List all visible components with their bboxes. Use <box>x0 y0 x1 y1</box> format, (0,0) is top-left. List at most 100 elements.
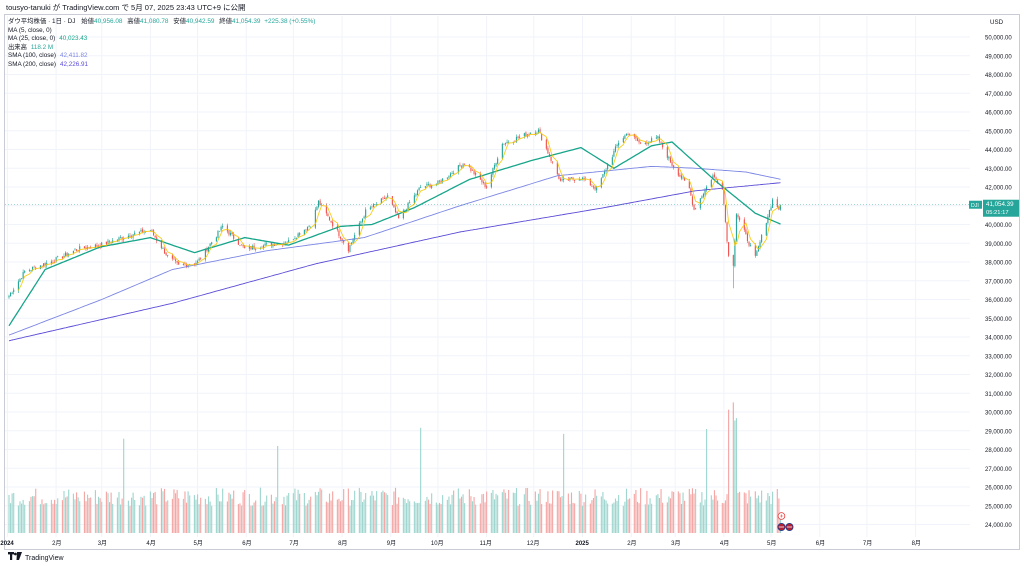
volume-bar <box>107 493 109 533</box>
candle-body <box>402 210 404 219</box>
volume-bar <box>426 496 428 533</box>
volume-bar <box>651 503 653 533</box>
legend-ma25[interactable]: MA (25, close, 0) 40,023.43 <box>8 35 315 44</box>
volume-bar <box>297 489 299 533</box>
volume-bar <box>501 492 503 533</box>
candle-body <box>306 227 309 231</box>
candle-body <box>589 178 591 186</box>
candle-body <box>116 239 118 241</box>
candle-body <box>490 174 492 188</box>
volume-bar <box>129 505 131 533</box>
volume-bar <box>134 499 136 533</box>
volume-bar <box>536 500 538 533</box>
volume-bar <box>8 494 10 533</box>
legend-ma5-label: MA (5, close, 0) <box>8 26 52 34</box>
legend-sma100[interactable]: SMA (100, close) 42,411.82 <box>8 52 315 61</box>
volume-bar <box>43 504 45 533</box>
candle-body <box>404 210 406 211</box>
volume-bar <box>330 500 332 533</box>
volume-bar <box>251 505 254 533</box>
volume-bar <box>613 502 615 533</box>
volume-bar <box>633 493 635 533</box>
volume-bar <box>385 493 387 533</box>
candle-body <box>618 142 620 146</box>
volume-bar <box>371 491 373 533</box>
volume-bar <box>624 501 626 533</box>
chart-frame[interactable] <box>4 14 1020 550</box>
y-tick-label: 31,000.00 <box>985 392 1012 398</box>
candle-body <box>347 242 349 252</box>
volume-bar <box>607 503 609 533</box>
candle-body <box>602 174 604 178</box>
candle-body <box>638 140 640 143</box>
candle-body <box>273 244 276 246</box>
candle-body <box>46 262 48 266</box>
volume-bar <box>314 492 316 533</box>
volume-bar <box>627 499 629 533</box>
candle-body <box>581 177 584 179</box>
volume-bar <box>580 493 582 533</box>
legend-volume[interactable]: 出来高 118.2 M <box>8 44 315 53</box>
candle-body <box>94 244 96 248</box>
volume-bar <box>53 499 56 533</box>
volume-bar <box>739 491 741 533</box>
volume-bar <box>581 505 584 533</box>
volume-bar <box>198 504 200 533</box>
x-tick-label: 8月 <box>338 540 347 547</box>
y-tick-label: 47,000.00 <box>985 92 1012 98</box>
volume-bar <box>226 501 228 533</box>
candle-body <box>198 258 200 261</box>
volume-bar <box>583 502 585 533</box>
candle-body <box>508 142 510 143</box>
candle-body <box>517 136 519 138</box>
volume-bar <box>690 494 692 533</box>
volume-bar <box>248 493 250 533</box>
candle-body <box>96 245 98 247</box>
volume-bar <box>74 499 76 533</box>
sma100-line <box>8 165 781 336</box>
candle-body <box>39 265 41 270</box>
candle-body <box>440 180 442 183</box>
candle-body <box>64 252 67 257</box>
candle-body <box>171 255 173 259</box>
y-tick-label: 46,000.00 <box>985 111 1012 117</box>
y-tick-label: 24,000.00 <box>985 523 1012 529</box>
volume-bar <box>435 502 437 533</box>
candle-body <box>33 266 35 268</box>
volume-bar <box>460 496 463 533</box>
candle-body <box>504 143 507 145</box>
volume-bar <box>275 497 277 533</box>
candle-body <box>778 206 780 210</box>
legend-sma200[interactable]: SMA (200, close) 42,226.91 <box>8 61 315 70</box>
volume-bar <box>350 500 353 533</box>
volume-bar <box>596 495 598 533</box>
candle-body <box>578 179 580 181</box>
volume-bar <box>756 498 758 533</box>
candle-body <box>745 229 747 234</box>
volume-bar <box>305 505 307 533</box>
volume-bar <box>149 491 151 533</box>
volume-bar <box>503 489 505 533</box>
legend-ma5[interactable]: MA (5, close, 0) <box>8 27 315 36</box>
candle-body <box>514 141 516 142</box>
candle-body <box>712 175 714 180</box>
volume-bar <box>215 488 217 533</box>
candle-body <box>372 204 375 208</box>
volume-bar <box>255 500 257 533</box>
volume-bar <box>316 495 318 533</box>
candle-body <box>673 165 675 168</box>
x-tick-label: 7月 <box>863 540 872 547</box>
volume-bar <box>229 494 232 533</box>
candle-body <box>418 187 420 191</box>
candle-body <box>563 178 565 180</box>
candle-body <box>690 188 692 196</box>
volume-bar <box>726 494 728 533</box>
volume-bar <box>325 501 327 533</box>
volume-bar <box>52 503 54 533</box>
symbol-tag <box>969 200 982 209</box>
candle-body <box>10 293 12 297</box>
volume-bar <box>691 488 694 533</box>
volume-bar <box>394 487 397 533</box>
candle-body <box>715 177 717 180</box>
